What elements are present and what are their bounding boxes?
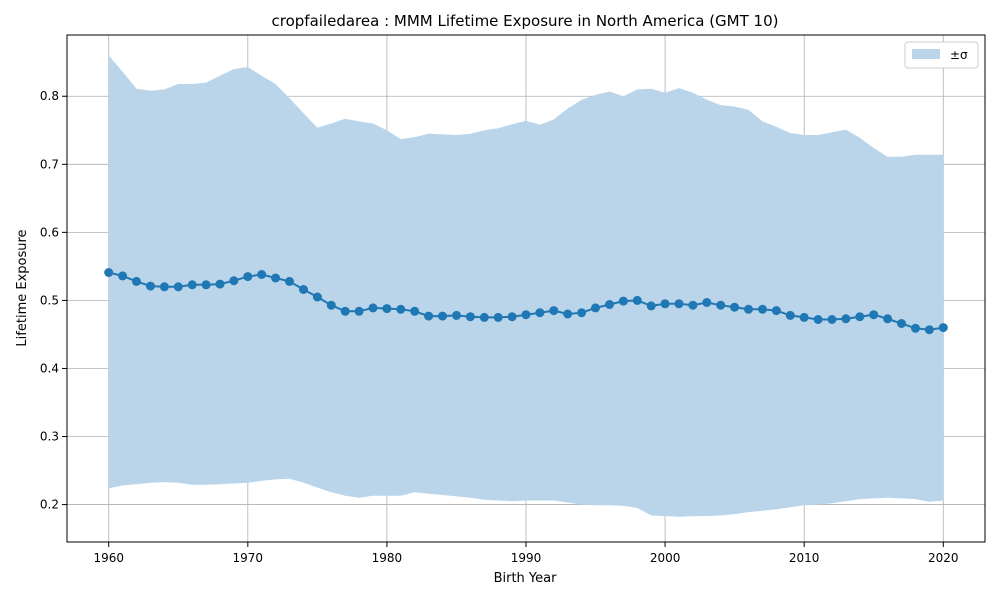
y-tick-label: 0.2 [40,498,59,512]
y-tick-label: 0.6 [40,225,59,239]
x-tick-label: 2010 [789,551,820,565]
data-point[interactable] [799,312,809,322]
data-point[interactable] [577,308,587,318]
data-point[interactable] [605,300,614,309]
data-point[interactable] [744,304,753,314]
data-point[interactable] [368,303,378,313]
data-point[interactable] [924,325,934,335]
data-point[interactable] [911,323,920,333]
data-point[interactable] [938,323,948,333]
data-point[interactable] [326,300,336,310]
chart-title: cropfailedarea : MMM Lifetime Exposure i… [272,12,779,30]
x-tick-label: 1990 [511,551,542,565]
data-point[interactable] [702,298,712,307]
data-point[interactable] [285,276,294,286]
y-axis: 0.2 0.3 0.4 0.5 0.6 0.7 0.8 [40,89,67,512]
x-tick-label: 2020 [928,551,959,565]
data-point[interactable] [229,276,239,286]
data-point[interactable] [716,300,726,310]
data-point[interactable] [507,312,517,322]
y-tick-label: 0.5 [40,293,59,307]
x-axis-label: Birth Year [494,571,558,586]
y-tick-label: 0.7 [40,157,59,171]
data-point[interactable] [340,306,350,316]
legend[interactable]: ±σ [904,41,979,69]
x-tick-label: 1970 [233,551,264,565]
data-point[interactable] [563,309,573,319]
data-point[interactable] [271,273,281,283]
data-point[interactable] [646,301,656,311]
x-axis: 1960 1970 1980 1990 2000 2010 2020 [93,542,959,565]
data-point[interactable] [312,292,322,302]
data-point[interactable] [118,271,128,281]
data-point[interactable] [827,315,837,324]
data-point[interactable] [674,299,684,309]
data-point[interactable] [869,310,879,320]
data-point[interactable] [855,312,865,322]
data-point[interactable] [146,281,155,291]
y-tick-label: 0.4 [40,361,59,375]
data-point[interactable] [521,310,531,320]
x-tick-label: 1960 [93,551,124,565]
data-point[interactable] [257,270,267,279]
data-point[interactable] [215,279,225,289]
data-point[interactable] [104,268,114,277]
mean-points [104,268,948,335]
data-point[interactable] [354,306,364,316]
data-point[interactable] [159,282,169,292]
data-point[interactable] [187,280,197,290]
sigma-band-area [108,55,944,517]
data-point[interactable] [758,304,767,314]
data-point[interactable] [173,282,183,292]
y-tick-label: 0.3 [40,430,59,444]
x-tick-label: 2000 [650,551,681,565]
data-point[interactable] [688,300,698,310]
data-point[interactable] [201,280,211,290]
data-point[interactable] [382,304,392,314]
data-point[interactable] [424,311,434,321]
data-point[interactable] [465,312,475,322]
data-point[interactable] [660,299,670,309]
legend-box [904,41,979,69]
data-point[interactable] [132,276,141,286]
data-point[interactable] [841,314,851,324]
data-point[interactable] [883,314,893,324]
legend-label: ±σ [950,48,968,62]
data-point[interactable] [410,306,420,316]
data-point[interactable] [549,306,559,316]
data-point[interactable] [730,302,740,312]
data-point[interactable] [897,319,906,328]
legend-swatch [912,49,940,59]
y-axis-label: Lifetime Exposure [15,229,30,346]
data-point[interactable] [785,310,795,320]
x-tick-label: 1980 [372,551,403,565]
data-point[interactable] [479,312,489,322]
data-point[interactable] [299,285,308,294]
data-point[interactable] [591,303,600,313]
data-point[interactable] [452,310,461,320]
data-point[interactable] [493,312,503,322]
data-point[interactable] [396,304,406,314]
y-tick-label: 0.8 [40,89,59,103]
data-point[interactable] [632,295,642,305]
data-point[interactable] [535,308,545,318]
data-point[interactable] [771,306,781,316]
sigma-band [108,55,944,517]
data-point[interactable] [618,296,628,306]
data-point[interactable] [243,272,253,282]
data-point[interactable] [438,311,447,321]
data-point[interactable] [813,315,823,324]
